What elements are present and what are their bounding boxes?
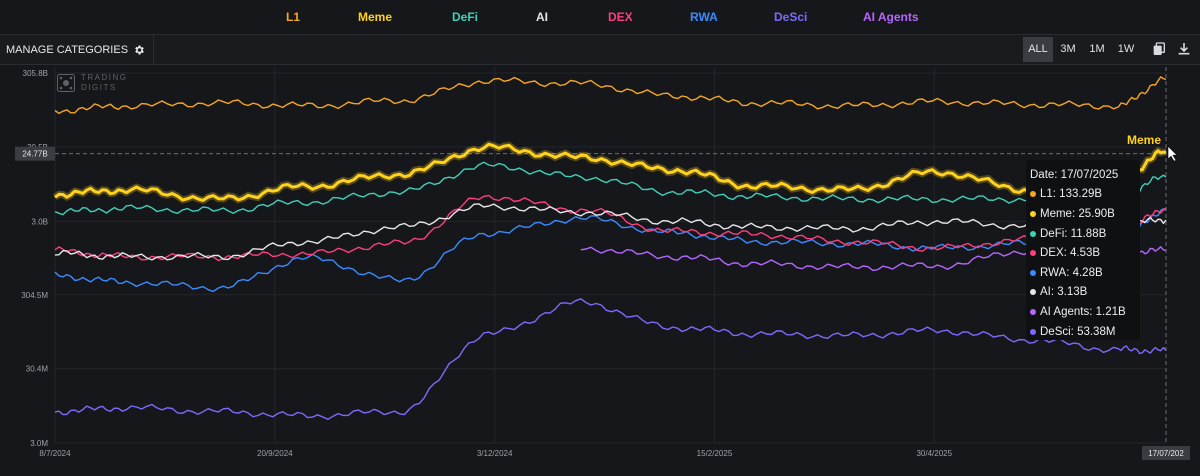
crosshair-value-label: 24.77B <box>22 150 47 159</box>
cursor-date-badge <box>1142 446 1190 460</box>
x-tick-label: 15/2/2025 <box>697 449 733 458</box>
tooltip-row: L1: 133.29B <box>1030 185 1140 205</box>
legend-item-dex[interactable]: DEX <box>608 10 633 24</box>
watermark-line1: TRADING <box>81 73 128 82</box>
gear-icon <box>135 45 144 54</box>
series-line-meme <box>54 142 1167 202</box>
x-tick-label: 30/4/2025 <box>916 449 952 458</box>
tooltip-row: RWA: 4.28B <box>1030 263 1140 283</box>
range-3m-button[interactable]: 3M <box>1060 43 1076 55</box>
range-1w-button[interactable]: 1W <box>1117 43 1135 55</box>
tooltip-row: Meme: 25.90B <box>1030 204 1140 224</box>
legend-item-l1[interactable]: L1 <box>286 10 301 24</box>
series-line-desci <box>54 298 1167 420</box>
series-line-defi <box>54 161 1167 216</box>
tooltip-label: DEX: 4.53B <box>1040 247 1101 260</box>
tooltip-row: AI Agents: 1.21B <box>1030 302 1140 322</box>
range-all-button[interactable]: ALL <box>1023 37 1053 62</box>
tooltip-row: DeSci: 53.38M <box>1030 322 1140 342</box>
x-tick-label: 8/7/2024 <box>39 449 71 458</box>
tooltip-row: AI: 3.13B <box>1030 283 1140 303</box>
series-line-meme-glow <box>52 140 1167 204</box>
legend-item-meme[interactable]: Meme <box>358 10 393 24</box>
series-line-ai <box>54 203 1167 261</box>
y-tick-label: 3.0M <box>30 439 48 448</box>
mouse-cursor-icon <box>1167 145 1178 162</box>
range-1m-button[interactable]: 1M <box>1089 43 1105 55</box>
legend-item-ai-agents[interactable]: AI Agents <box>863 10 919 24</box>
tooltip-label: AI Agents: 1.21B <box>1040 305 1126 318</box>
tooltip-dot <box>1030 210 1036 217</box>
tooltip-dot <box>1030 230 1036 237</box>
tooltip-dot <box>1030 269 1036 276</box>
tooltip-dot <box>1030 308 1036 315</box>
y-tick-label: 305.8B <box>23 69 48 78</box>
tooltip-row: DEX: 4.53B <box>1030 243 1140 263</box>
tooltip-dot <box>1030 191 1036 198</box>
logo-icon <box>57 74 75 92</box>
tooltip-label: AI: 3.13B <box>1040 286 1088 299</box>
highlight-series-label: Meme <box>1127 133 1161 147</box>
chart-legend: L1 Meme DeFi AI DEX RWA DeSci AI Agents <box>0 0 1200 35</box>
copy-icon[interactable] <box>1151 41 1167 57</box>
tooltip-label: L1: 133.29B <box>1040 188 1103 201</box>
trading-digits-watermark: TRADING DIGITS <box>57 73 128 93</box>
y-tick-label: 304.5M <box>21 291 48 300</box>
legend-item-desci[interactable]: DeSci <box>774 10 808 24</box>
tooltip-label: RWA: 4.28B <box>1040 266 1103 279</box>
x-tick-label: 3/12/2024 <box>477 449 513 458</box>
tooltip-label: Meme: 25.90B <box>1040 207 1115 220</box>
x-tick-label: 20/9/2024 <box>257 449 293 458</box>
series-line-dex <box>54 194 1167 262</box>
manage-categories-button[interactable]: MANAGE CATEGORIES <box>0 35 155 64</box>
tooltip-dot <box>1030 250 1036 257</box>
line-chart[interactable]: 305.8B30.5B3.0B304.5M30.4M3.0M8/7/202420… <box>0 65 1200 471</box>
tooltip-row: DeFi: 11.88B <box>1030 224 1140 244</box>
tooltip-label: DeSci: 53.38M <box>1040 325 1116 338</box>
cursor-date-label: 17/07/202 <box>1148 449 1184 458</box>
y-tick-label: 30.4M <box>26 365 49 374</box>
chart-area[interactable]: 305.8B30.5B3.0B304.5M30.4M3.0M8/7/202420… <box>0 65 1200 471</box>
chart-toolbar: MANAGE CATEGORIES ALL 3M 1M 1W <box>0 35 1200 65</box>
series-line-l1 <box>54 76 1167 115</box>
crosshair-value-badge <box>15 146 55 161</box>
y-tick-label: 3.0B <box>32 217 48 226</box>
tooltip-dot <box>1030 328 1036 335</box>
manage-categories-label: MANAGE CATEGORIES <box>6 43 129 56</box>
chart-tooltip: Date: 17/07/2025 L1: 133.29B Meme: 25.90B… <box>1026 160 1140 340</box>
download-icon[interactable] <box>1176 41 1192 57</box>
tooltip-label: DeFi: 11.88B <box>1040 227 1107 240</box>
watermark-line2: DIGITS <box>81 83 117 92</box>
tooltip-date: Date: 17/07/2025 <box>1030 168 1119 181</box>
tooltip-dot <box>1030 289 1036 296</box>
legend-item-defi[interactable]: DeFi <box>452 10 479 24</box>
legend-item-rwa[interactable]: RWA <box>690 10 718 24</box>
legend-item-ai[interactable]: AI <box>536 10 548 24</box>
